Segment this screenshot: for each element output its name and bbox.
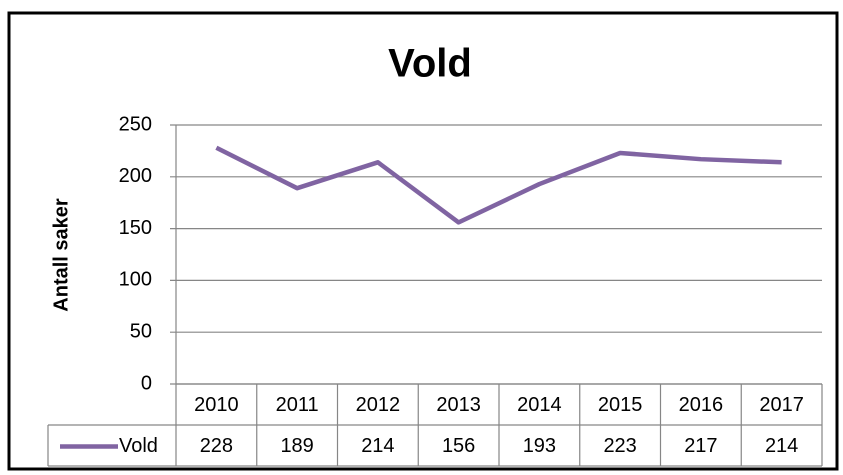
chart-frame bbox=[7, 11, 839, 471]
x-tick-label: 2011 bbox=[276, 394, 319, 416]
y-axis-label: Antall saker bbox=[50, 198, 72, 312]
y-tick-label: 0 bbox=[141, 372, 152, 394]
table-value: 223 bbox=[603, 435, 636, 457]
table-value: 217 bbox=[684, 435, 717, 457]
y-tick-label: 150 bbox=[119, 217, 152, 239]
y-tick-label: 200 bbox=[119, 165, 152, 187]
y-tick-label: 100 bbox=[119, 269, 152, 291]
x-tick-label: 2013 bbox=[436, 394, 481, 416]
x-tick-label: 2016 bbox=[679, 394, 724, 416]
y-tick-label: 250 bbox=[119, 113, 152, 135]
chart-title: Vold bbox=[388, 42, 472, 86]
x-tick-label: 2012 bbox=[356, 394, 401, 416]
y-tick-label: 50 bbox=[130, 320, 152, 342]
table-value: 214 bbox=[361, 435, 394, 457]
x-tick-label: 2015 bbox=[598, 394, 643, 416]
x-tick-label: 2017 bbox=[759, 394, 804, 416]
table-value: 228 bbox=[200, 435, 233, 457]
line-series bbox=[215, 145, 782, 225]
table-value: 156 bbox=[442, 435, 475, 457]
table-value: 189 bbox=[280, 435, 313, 457]
table-value: 193 bbox=[523, 435, 556, 457]
table-value: 214 bbox=[765, 435, 798, 457]
x-tick-label: 2014 bbox=[517, 394, 562, 416]
x-tick-label: 2010 bbox=[194, 394, 239, 416]
legend-label: Vold bbox=[119, 435, 158, 457]
